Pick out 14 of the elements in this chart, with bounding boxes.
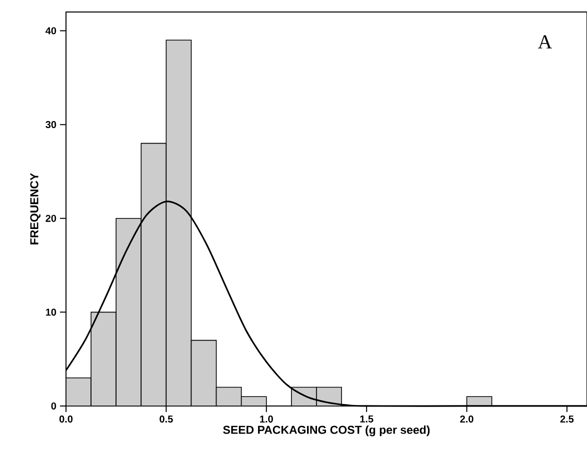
y-tick-label: 40	[46, 27, 56, 34]
x-tick-label: 0.5	[160, 416, 173, 423]
x-tick-label: 1.5	[360, 416, 374, 422]
y-tick-label: 20	[46, 214, 56, 222]
y-tick-label: 10	[46, 308, 56, 316]
annotation: A	[538, 35, 552, 48]
y-axis-title: FREQUENCY	[30, 173, 40, 244]
x-tick-label: 2.5	[560, 416, 574, 423]
x-tick-label: 0.0	[59, 416, 73, 423]
x-tick-label: 1.0	[260, 416, 273, 423]
x-tick-label: 2.0	[460, 416, 474, 423]
y-tick-label: 30	[46, 121, 56, 128]
x-axis-title: SEED PACKAGING COST (g per seed)	[223, 425, 430, 436]
y-tick-label: 0	[51, 402, 56, 410]
